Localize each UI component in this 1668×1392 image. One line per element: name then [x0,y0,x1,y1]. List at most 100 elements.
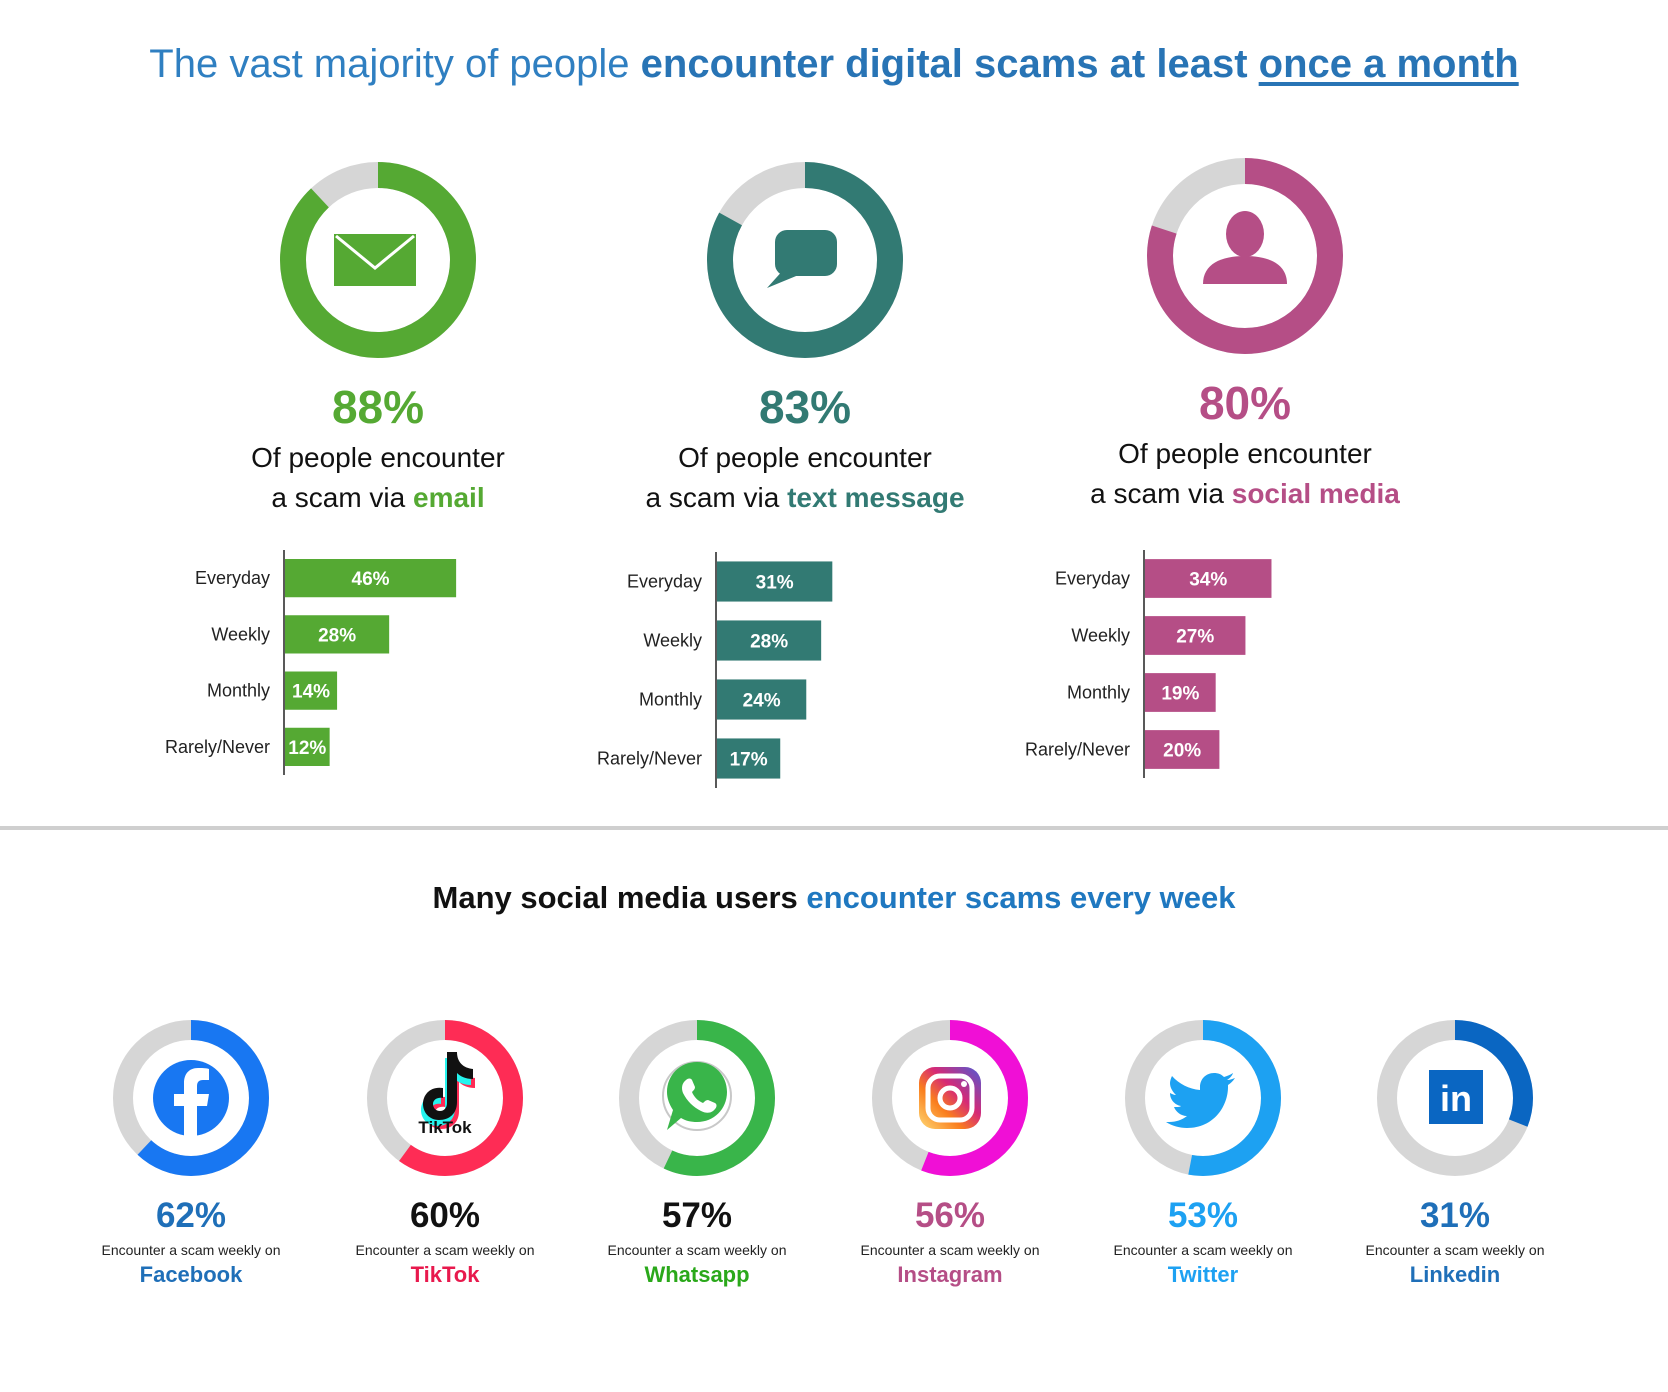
twitter-caption: Encounter a scam weekly on [1113,1242,1293,1258]
social-share-ring [1147,158,1343,354]
email-bar [285,671,338,710]
subheadline-bold: encounter scams every week [806,880,1236,915]
person-icon [1203,211,1287,284]
social-caption-line1: Of people encounter [1118,438,1372,469]
text-bar-value-label: 24% [743,691,781,712]
social-bar [1145,559,1272,598]
social-frequency-chart: Everyday 34% Weekly 27% Monthly 19% Rarely/Nev… [1025,550,1272,778]
email-ring-value [280,162,476,358]
twitter-ring-value [1125,1020,1281,1176]
email-category-label: Rarely/Never [165,737,270,757]
linkedin-caption: Encounter a scam weekly on [1365,1242,1545,1258]
platform-instagram: 56% Encounter a scam weekly on Instagram [835,1018,1065,1288]
headline-bold: encounter digital scams at least [640,42,1259,86]
email-bar [285,559,457,598]
instagram-icon [919,1067,981,1129]
text-ring-value [707,162,903,358]
social-bar-value-label: 19% [1161,684,1199,705]
text-bar [717,738,781,779]
social-caption-prefix: a scam via [1090,478,1232,509]
text-caption-line1: Of people encounter [678,442,932,473]
linkedin-logo-text: in [1440,1078,1472,1119]
text-share-ring [707,162,903,358]
channel-text: 83% Of people encounter a scam via text … [595,160,1015,518]
text-bar [717,620,822,661]
social-bar-value-label: 27% [1176,627,1214,648]
channel-email: 88% Of people encounter a scam via email [168,160,588,518]
text-share-value: 83% [758,381,852,433]
facebook-icon [153,1060,229,1136]
text-frequency-chart: Everyday 31% Weekly 28% Monthly 24% Rarely/Nev… [597,552,833,788]
social-bar-value-label: 34% [1189,570,1227,591]
text-caption-prefix: a scam via [645,482,788,513]
platform-twitter: 53% Encounter a scam weekly on Twitter [1088,1018,1318,1288]
tiktok-icon: TikTok [418,1052,475,1137]
email-share-value: 88% [331,381,425,433]
email-bar [285,615,390,654]
email-caption-line1: Of people encounter [251,442,505,473]
text-category-label: Everyday [627,572,702,592]
email-bar-value-label: 14% [292,682,330,703]
tiktok-caption: Encounter a scam weekly on [355,1242,535,1258]
email-bar [285,727,330,766]
facebook-ring [113,1020,269,1176]
platform-tiktok: TikTok 60% Encounter a scam weekly on Ti… [330,1018,560,1288]
instagram-ring [872,1020,1028,1176]
email-category-label: Everyday [195,568,270,588]
email-bar-value-label: 46% [352,569,390,590]
email-bar-value-label: 28% [318,625,356,646]
social-bar [1145,616,1246,655]
tiktok-name: TikTok [410,1262,480,1287]
text-bar-value-label: 31% [756,573,794,594]
social-category-label: Monthly [1067,683,1130,703]
social-caption-highlight: social media [1231,478,1400,509]
social-category-label: Rarely/Never [1025,740,1130,760]
whatsapp-icon [662,1061,732,1131]
whatsapp-caption: Encounter a scam weekly on [607,1242,787,1258]
social-bar-value-label: 20% [1163,741,1201,762]
text-bar-value-label: 17% [730,750,768,771]
email-caption-prefix: a scam via [271,482,413,513]
email-category-label: Weekly [211,624,270,644]
instagram-ring-value [872,1020,1028,1176]
text-category-label: Weekly [643,631,702,651]
text-category-label: Rarely/Never [597,749,702,769]
email-share-ring [280,162,476,358]
facebook-ring-value [113,1020,269,1176]
subheadline: Many social media users encounter scams … [0,880,1668,916]
email-caption-highlight: email [413,482,485,513]
headline-lead: The vast majority of people [149,42,641,86]
facebook-value: 62% [155,1196,227,1235]
twitter-ring [1125,1020,1281,1176]
twitter-name: Twitter [1167,1262,1239,1287]
whatsapp-ring-value [619,1020,775,1176]
tiktok-ring-value [367,1020,523,1176]
tiktok-logo-text: TikTok [418,1118,472,1137]
email-bar-value-label: 12% [288,738,326,759]
headline: The vast majority of people encounter di… [0,42,1668,87]
section-divider [0,826,1668,830]
social-bar [1145,730,1220,769]
headline-underline: once a month [1258,42,1519,86]
social-share-value: 80% [1198,377,1292,429]
social-bar [1145,673,1216,712]
email-frequency-chart: Everyday 46% Weekly 28% Monthly 14% Rarely/Nev… [165,550,457,775]
instagram-name: Instagram [897,1262,1003,1287]
twitter-value: 53% [1167,1196,1239,1235]
linkedin-value: 31% [1419,1196,1491,1235]
linkedin-ring: in [1377,1020,1533,1176]
whatsapp-ring [619,1020,775,1176]
social-ring-value [1147,158,1343,354]
linkedin-name: Linkedin [1409,1262,1501,1287]
subheadline-lead: Many social media users [432,880,807,915]
linkedin-ring-value [1377,1020,1533,1176]
social-category-label: Everyday [1055,569,1130,589]
tiktok-ring: TikTok [367,1020,523,1176]
chat-bubble-icon [767,230,837,288]
whatsapp-name: Whatsapp [644,1262,750,1287]
tiktok-value: 60% [409,1196,481,1235]
text-category-label: Monthly [639,690,702,710]
text-caption: Of people encounter a scam via text mess… [595,438,1015,518]
text-caption-highlight: text message [787,482,965,513]
